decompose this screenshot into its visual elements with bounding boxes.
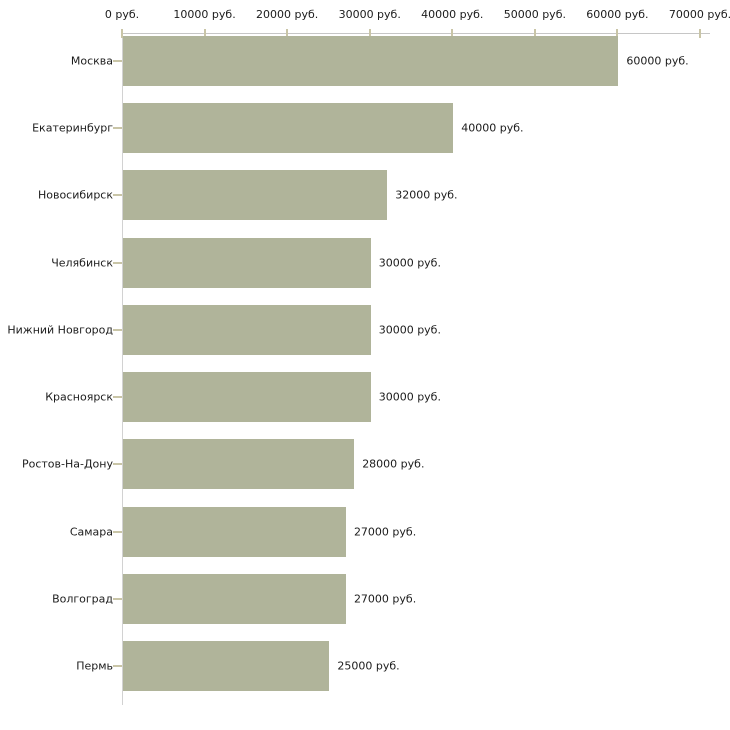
x-tick-label: 30000 руб. bbox=[338, 8, 401, 21]
category-label: Красноярск bbox=[45, 390, 113, 404]
value-label: 27000 руб. bbox=[353, 592, 417, 606]
category-label: Новосибирск bbox=[37, 188, 113, 202]
category-tick-mark bbox=[113, 530, 122, 533]
chart-row: Красноярск 30000 руб. bbox=[0, 364, 730, 431]
value-label: 25000 руб. bbox=[337, 659, 400, 673]
value-label: 32000 руб. bbox=[395, 188, 458, 202]
category-label: Челябинск bbox=[51, 256, 113, 270]
x-tick-mark bbox=[699, 29, 701, 38]
value-label: 28000 руб. bbox=[362, 457, 425, 471]
bar bbox=[123, 170, 388, 221]
category-tick-mark bbox=[113, 598, 122, 601]
category-tick-mark bbox=[113, 59, 122, 62]
bar bbox=[123, 372, 371, 423]
category-tick-mark bbox=[113, 261, 122, 264]
category-label: Москва bbox=[70, 54, 113, 68]
y-axis bbox=[122, 33, 123, 705]
category-label: Пермь bbox=[76, 659, 113, 673]
chart-row: Екатеринбург 40000 руб. bbox=[0, 94, 730, 161]
bar bbox=[123, 304, 371, 355]
chart-row: Ростов-На-Дону 28000 руб. bbox=[0, 431, 730, 498]
x-tick-mark bbox=[203, 29, 206, 38]
chart-row: Новосибирск 32000 руб. bbox=[0, 162, 730, 229]
bar bbox=[123, 102, 454, 153]
category-tick-mark bbox=[113, 463, 122, 466]
chart-row: Нижний Новгород 30000 руб. bbox=[0, 296, 730, 363]
bar bbox=[123, 237, 371, 288]
x-tick-mark bbox=[121, 29, 123, 38]
category-label: Екатеринбург bbox=[32, 121, 113, 135]
x-tick-mark bbox=[616, 29, 619, 38]
x-tick-label: 70000 руб. bbox=[668, 8, 730, 21]
chart-row: Волгоград 27000 руб. bbox=[0, 565, 730, 632]
category-tick-mark bbox=[113, 328, 122, 331]
value-label: 40000 руб. bbox=[461, 121, 524, 135]
chart-row: Челябинск 30000 руб. bbox=[0, 229, 730, 296]
chart-row: Самара 27000 руб. bbox=[0, 498, 730, 565]
x-tick-label: 10000 руб. bbox=[173, 8, 236, 21]
category-label: Нижний Новгород bbox=[7, 323, 113, 337]
value-label: 60000 руб. bbox=[626, 54, 689, 68]
value-label: 30000 руб. bbox=[378, 390, 441, 404]
category-tick-mark bbox=[113, 396, 122, 399]
bar bbox=[123, 506, 346, 557]
bar bbox=[123, 439, 355, 490]
category-tick-mark bbox=[113, 665, 122, 668]
category-tick-mark bbox=[113, 126, 122, 129]
x-tick-label: 20000 руб. bbox=[256, 8, 319, 21]
bar bbox=[123, 641, 330, 692]
chart-row: Москва 60000 руб. bbox=[0, 27, 730, 94]
category-label: Ростов-На-Дону bbox=[21, 457, 113, 471]
value-label: 30000 руб. bbox=[378, 256, 441, 270]
x-tick-label: 40000 руб. bbox=[421, 8, 484, 21]
x-tick-mark bbox=[368, 29, 371, 38]
x-tick-label: 0 руб. bbox=[104, 8, 140, 21]
x-tick-label: 60000 руб. bbox=[586, 8, 649, 21]
category-label: Самара bbox=[69, 525, 113, 539]
bar bbox=[123, 574, 346, 625]
x-tick-mark bbox=[533, 29, 536, 38]
x-tick-mark bbox=[451, 29, 454, 38]
category-label: Волгоград bbox=[52, 592, 113, 606]
x-tick-mark bbox=[286, 29, 289, 38]
chart-row: Пермь 25000 руб. bbox=[0, 633, 730, 700]
x-tick-label: 50000 руб. bbox=[503, 8, 566, 21]
value-label: 27000 руб. bbox=[353, 525, 417, 539]
x-axis bbox=[122, 33, 710, 34]
value-label: 30000 руб. bbox=[378, 323, 441, 337]
bar bbox=[123, 35, 619, 86]
category-tick-mark bbox=[113, 194, 122, 197]
